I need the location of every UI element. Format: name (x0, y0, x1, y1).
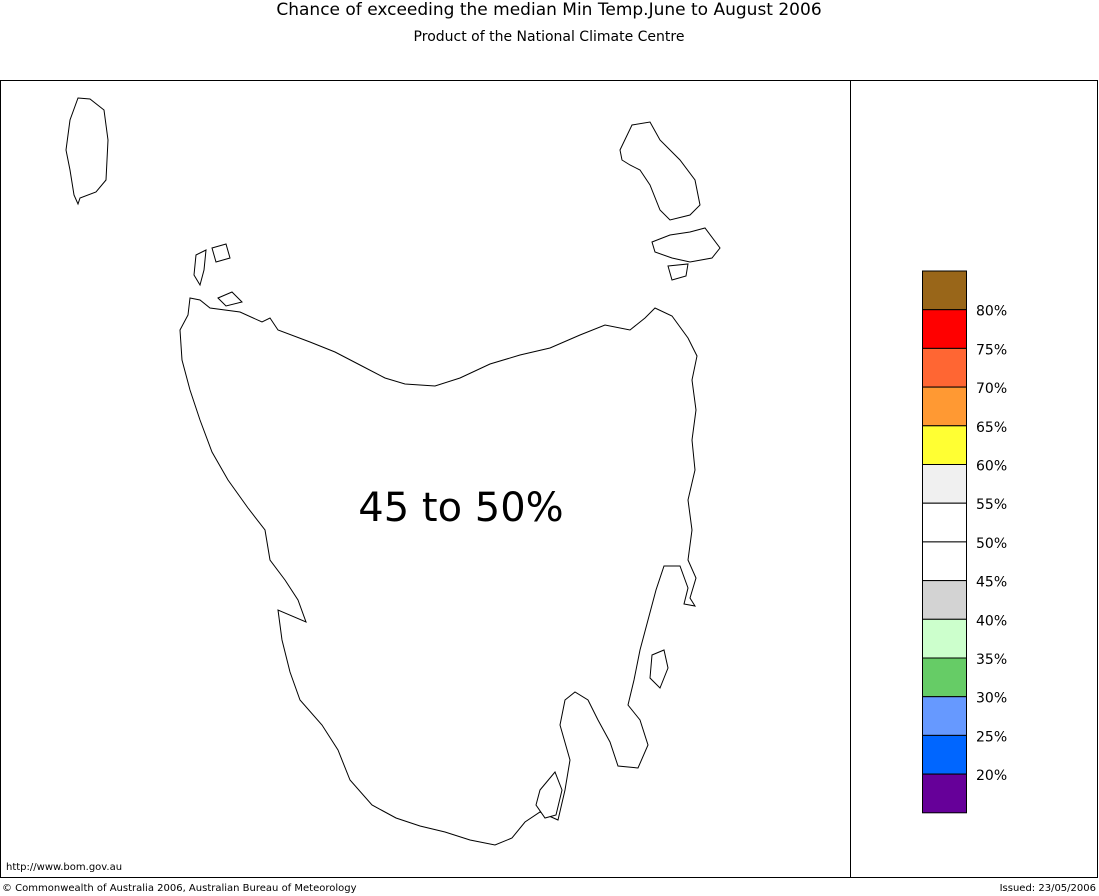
legend-label: 55% (976, 497, 1007, 513)
legend-swatch (922, 386, 967, 427)
legend-swatch (922, 270, 967, 311)
legend-swatch (922, 541, 967, 582)
region-label: 45 to 50% (358, 485, 563, 531)
legend-label: 20% (976, 768, 1007, 784)
legend-label: 45% (976, 575, 1007, 591)
legend-label: 65% (976, 420, 1007, 436)
legend-swatch (922, 502, 967, 543)
legend-label: 30% (976, 691, 1007, 707)
legend-swatch (922, 734, 967, 775)
legend-label: 40% (976, 613, 1007, 629)
legend-label: 80% (976, 304, 1007, 320)
legend-label: 35% (976, 652, 1007, 668)
frame (0, 80, 1098, 878)
legend-swatch (922, 425, 967, 465)
legend-swatch (922, 696, 967, 736)
legend-label: 75% (976, 342, 1007, 358)
issued: Issued: 23/05/2006 (1000, 883, 1096, 894)
coastline (65, 97, 721, 846)
legend-swatch (922, 464, 967, 504)
legend-label: 25% (976, 729, 1007, 745)
title: Chance of exceeding the median Min Temp.… (276, 0, 821, 20)
legend-swatch (922, 309, 967, 349)
legend-swatch (922, 347, 967, 388)
legend-label: 60% (976, 459, 1007, 475)
legend-swatch (922, 580, 967, 620)
legend-swatch (922, 657, 967, 698)
legend-swatch (922, 618, 967, 659)
url: http://www.bom.gov.au (6, 862, 122, 873)
legend-swatch (922, 773, 967, 814)
legend: 80% 75% 70% 65% 60% 55% 50% 45% 40% 35% 30% 25% 20% (922, 270, 1007, 814)
legend-label: 70% (976, 381, 1007, 397)
copyright: © Commonwealth of Australia 2006, Austra… (2, 883, 357, 894)
legend-label: 50% (976, 536, 1007, 552)
subtitle: Product of the National Climate Centre (414, 29, 685, 45)
